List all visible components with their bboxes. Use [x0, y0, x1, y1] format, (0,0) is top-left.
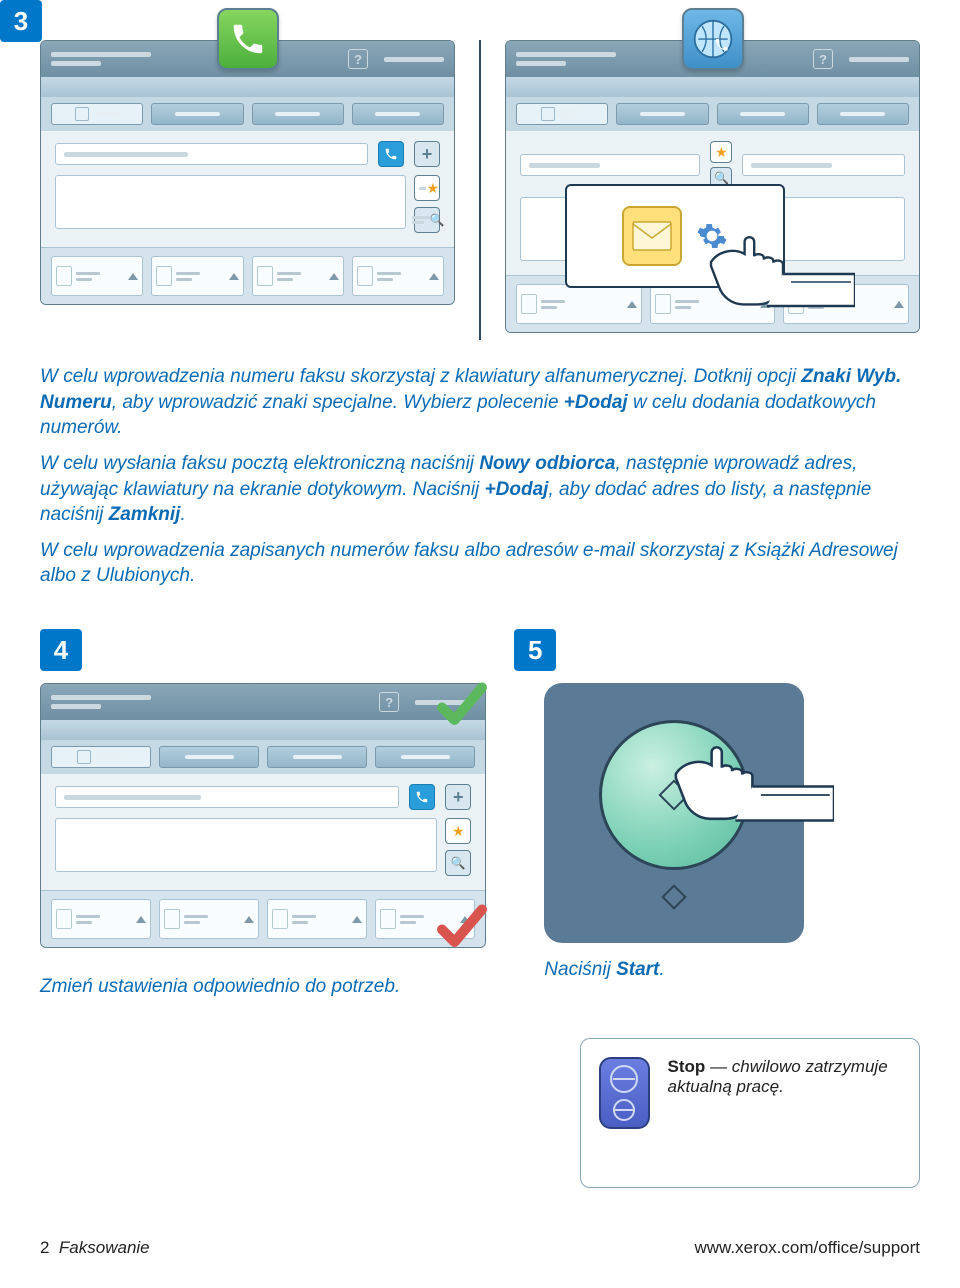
- help-icon-r[interactable]: ?: [813, 49, 833, 69]
- fax-number-input[interactable]: [55, 143, 368, 165]
- fax-number-input-4[interactable]: [55, 786, 399, 808]
- para-2d: +Dodaj: [485, 479, 549, 500]
- panel-header-4: ?: [41, 684, 485, 720]
- para-1d: +Dodaj: [564, 392, 628, 413]
- footer-page: 2: [40, 1238, 49, 1257]
- help-icon-4[interactable]: ?: [379, 692, 399, 712]
- option-card-2[interactable]: [151, 256, 243, 296]
- para-1a: W celu wprowadzenia numeru faksu skorzys…: [40, 366, 801, 387]
- check-icon-green: [432, 675, 492, 740]
- option-card-1[interactable]: [51, 256, 143, 296]
- favorites-button-r[interactable]: [710, 141, 732, 163]
- tab-4-3[interactable]: [267, 746, 367, 768]
- tab-4-2[interactable]: [159, 746, 259, 768]
- bottom-options-row-4: [41, 890, 485, 947]
- para-1c: , aby wprowadzić znaki specjalne. Wybier…: [112, 392, 564, 413]
- tab-r-3[interactable]: [717, 103, 809, 125]
- option-card-4-2[interactable]: [159, 899, 259, 939]
- step-5-number: 5: [528, 635, 542, 666]
- para-2b: Nowy odbiorca: [479, 453, 615, 474]
- tab-r-4[interactable]: [817, 103, 909, 125]
- diamond-outline-icon: [662, 884, 687, 909]
- para-2f: Zamknij: [109, 504, 181, 525]
- address-book-button[interactable]: [414, 207, 440, 233]
- caption-5c: .: [659, 959, 664, 980]
- fax-keypad-panel-wrap: ?: [40, 40, 455, 340]
- footer-url: www.xerox.com/office/support: [695, 1238, 921, 1258]
- dial-chars-button[interactable]: [378, 141, 404, 167]
- option-card-4[interactable]: [352, 256, 444, 296]
- stop-circle-icon: [610, 1065, 638, 1093]
- step-4-caption: Zmień ustawienia odpowiednio do potrzeb.: [40, 976, 486, 998]
- stop-circle-icon-2: [613, 1099, 635, 1121]
- hand-cursor-icon-2: [664, 727, 834, 834]
- tab-row-4: [41, 740, 485, 774]
- para-3: W celu wprowadzenia zapisanych numerów f…: [40, 540, 898, 587]
- hand-cursor-icon: [695, 218, 855, 319]
- email-input[interactable]: [520, 154, 700, 176]
- footer-section: Faksowanie: [59, 1238, 150, 1257]
- tab-2[interactable]: [151, 103, 243, 125]
- add-number-button-4[interactable]: [445, 784, 471, 810]
- tab-4[interactable]: [352, 103, 444, 125]
- favorites-button[interactable]: [414, 175, 440, 201]
- page-footer: 2 Faksowanie www.xerox.com/office/suppor…: [40, 1238, 920, 1258]
- address-book-button-4[interactable]: [445, 850, 471, 876]
- step-4-badge: 4: [40, 629, 82, 671]
- tab-3[interactable]: [252, 103, 344, 125]
- stop-button[interactable]: [599, 1057, 650, 1129]
- option-card-4-1[interactable]: [51, 899, 151, 939]
- step-3-number: 3: [14, 6, 28, 37]
- tab-r-2[interactable]: [616, 103, 708, 125]
- tab-row-r: [506, 97, 919, 131]
- instructions-paragraph: W celu wprowadzenia numeru faksu skorzys…: [40, 364, 920, 589]
- add-number-button[interactable]: [414, 141, 440, 167]
- para-2g: .: [180, 504, 185, 525]
- option-card-4-3[interactable]: [267, 899, 367, 939]
- recipients-list-4[interactable]: [55, 818, 437, 872]
- caption-5a: Naciśnij: [544, 959, 616, 980]
- option-card-3[interactable]: [252, 256, 344, 296]
- stop-bold: Stop: [668, 1057, 706, 1076]
- favorites-button-4[interactable]: [445, 818, 471, 844]
- settings-panel: ?: [40, 683, 486, 948]
- check-icon-red: [432, 897, 492, 962]
- vertical-divider: [479, 40, 481, 340]
- fax-keypad-panel: ?: [40, 40, 455, 305]
- caption-5b: Start: [616, 959, 659, 980]
- step-3-badge: 3: [0, 0, 42, 42]
- step-5-badge: 5: [514, 629, 556, 671]
- option-card-r-1[interactable]: [516, 284, 642, 324]
- subject-input[interactable]: [742, 154, 905, 176]
- envelope-icon[interactable]: [622, 206, 682, 266]
- tab-1[interactable]: [51, 103, 143, 125]
- ifax-panel-wrap: ?: [505, 40, 920, 340]
- recipients-list[interactable]: [55, 175, 406, 229]
- tab-row: [41, 97, 454, 131]
- stop-caption: Stop — chwilowo zatrzymuje aktualną prac…: [668, 1057, 901, 1097]
- dial-chars-button-4[interactable]: [409, 784, 435, 810]
- tab-4-1[interactable]: [51, 746, 151, 768]
- step-4-number: 4: [54, 635, 68, 666]
- stop-panel: Stop — chwilowo zatrzymuje aktualną prac…: [580, 1038, 920, 1188]
- step-5-caption: Naciśnij Start.: [544, 959, 920, 981]
- tab-r-1[interactable]: [516, 103, 608, 125]
- para-2a: W celu wysłania faksu pocztą elektronicz…: [40, 453, 479, 474]
- bottom-options-row: [41, 247, 454, 304]
- help-icon[interactable]: ?: [348, 49, 368, 69]
- tab-4-4[interactable]: [375, 746, 475, 768]
- phone-icon: [217, 8, 279, 70]
- globe-phone-icon: [682, 8, 744, 70]
